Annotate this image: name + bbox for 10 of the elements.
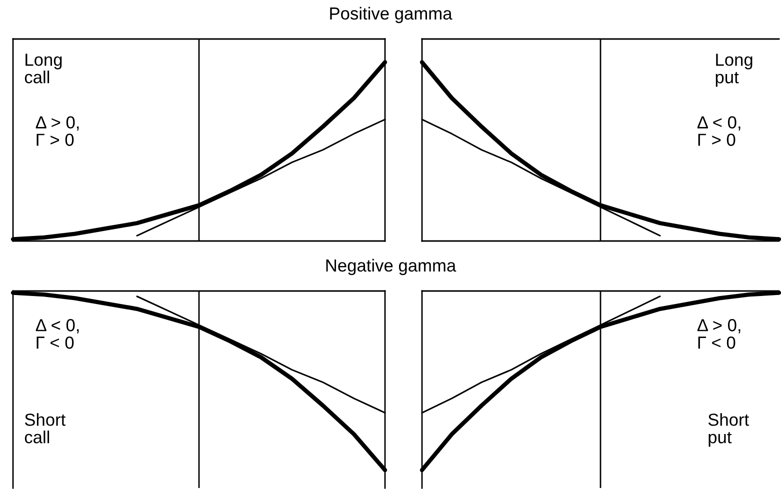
annotation: Δ < 0, Γ > 0 bbox=[697, 116, 740, 146]
annotation: Δ > 0, Γ > 0 bbox=[36, 116, 79, 146]
annotation: Long put bbox=[716, 54, 752, 87]
annotation: Short call bbox=[24, 413, 66, 444]
chart-title: Negative gamma bbox=[326, 258, 456, 276]
annotation: Long call bbox=[24, 54, 62, 84]
chart-title: Positive gamma bbox=[330, 6, 452, 24]
annotation: Short put bbox=[708, 413, 749, 447]
annotation: Δ > 0, Γ < 0 bbox=[697, 319, 740, 349]
annotation: Δ < 0, Γ < 0 bbox=[36, 319, 79, 349]
